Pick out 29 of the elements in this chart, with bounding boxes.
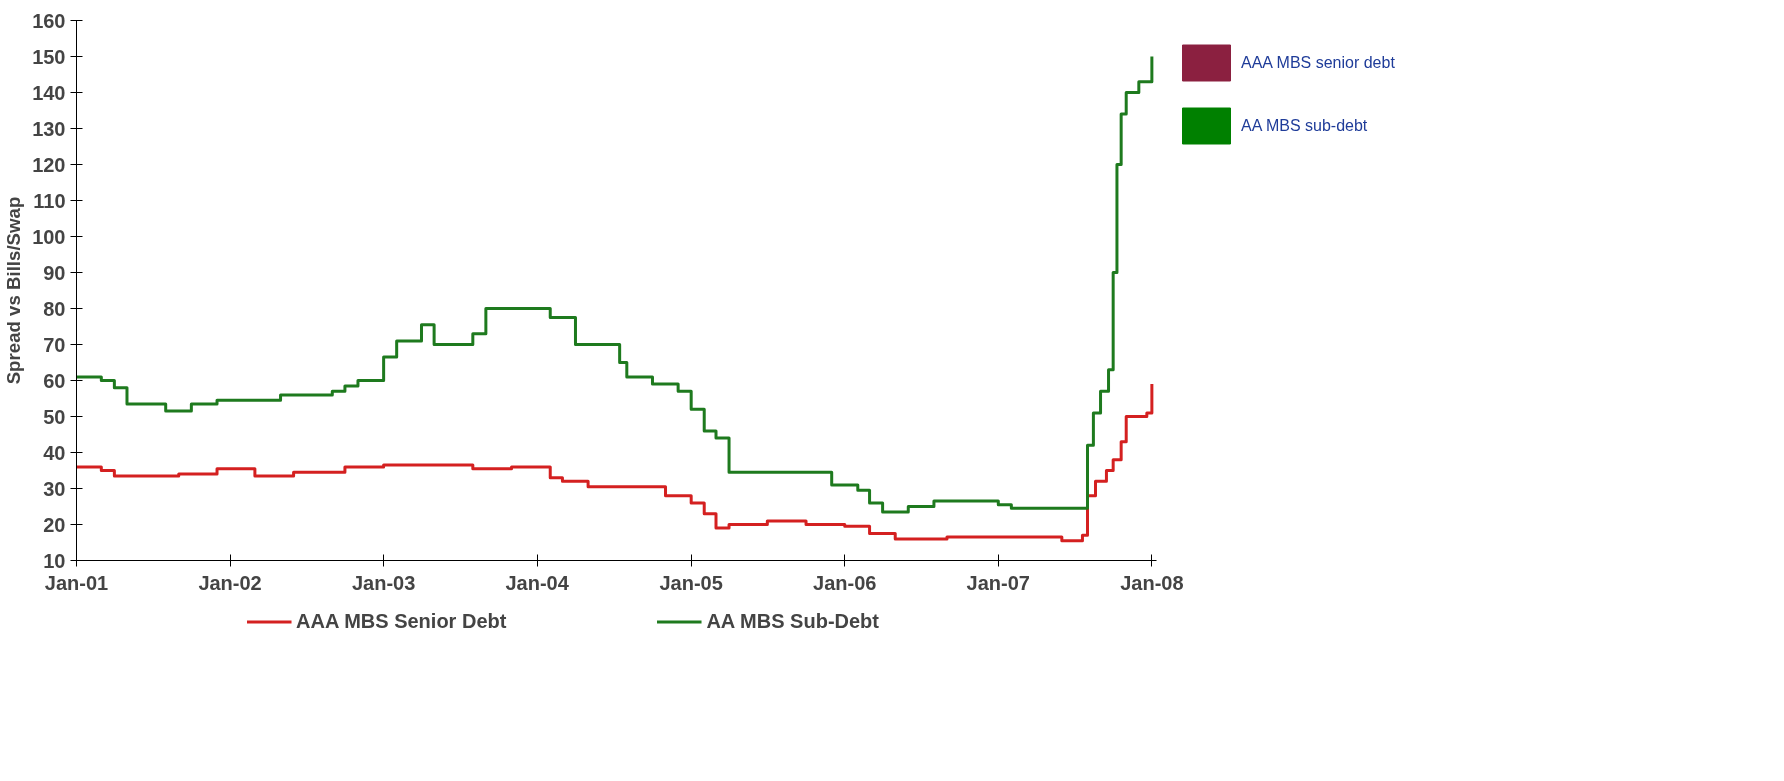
y-tick-label: 20 [43, 513, 66, 536]
y-tick-label: 60 [43, 369, 66, 392]
y-tick-label: 120 [32, 153, 66, 176]
x-tick-label: Jan-05 [659, 571, 723, 594]
legend-label: AAA MBS senior debt [1241, 53, 1395, 72]
y-axis-title: Spread vs Bills/Swap [3, 196, 25, 385]
y-tick-label: 50 [43, 405, 66, 428]
x-tick-label: Jan-03 [351, 571, 416, 594]
y-tick-label: 70 [43, 333, 66, 356]
y-tick-label: 100 [32, 225, 66, 248]
y-tick-label: 40 [43, 441, 66, 464]
x-tick-label: Jan-01 [44, 571, 109, 594]
y-tick-label: 130 [32, 117, 66, 140]
y-tick-label: 90 [43, 261, 66, 284]
legend-label: AA MBS Sub-Debt [706, 609, 879, 633]
y-tick-label: 30 [43, 477, 66, 500]
x-tick-label: Jan-02 [198, 571, 262, 594]
x-tick-label: Jan-04 [505, 571, 570, 594]
x-tick-label: Jan-08 [1120, 571, 1184, 594]
y-tick-label: 150 [32, 45, 66, 68]
legend-label: AAA MBS Senior Debt [296, 609, 507, 633]
y-tick-label: 10 [43, 549, 66, 572]
legend-label: AA MBS sub-debt [1241, 116, 1368, 135]
x-tick-label: Jan-06 [813, 571, 877, 594]
x-tick-label: Jan-07 [966, 571, 1030, 594]
y-tick-label: 110 [33, 189, 66, 212]
y-tick-label: 140 [32, 81, 66, 104]
y-tick-label: 160 [32, 9, 66, 32]
y-tick-label: 80 [43, 297, 66, 320]
